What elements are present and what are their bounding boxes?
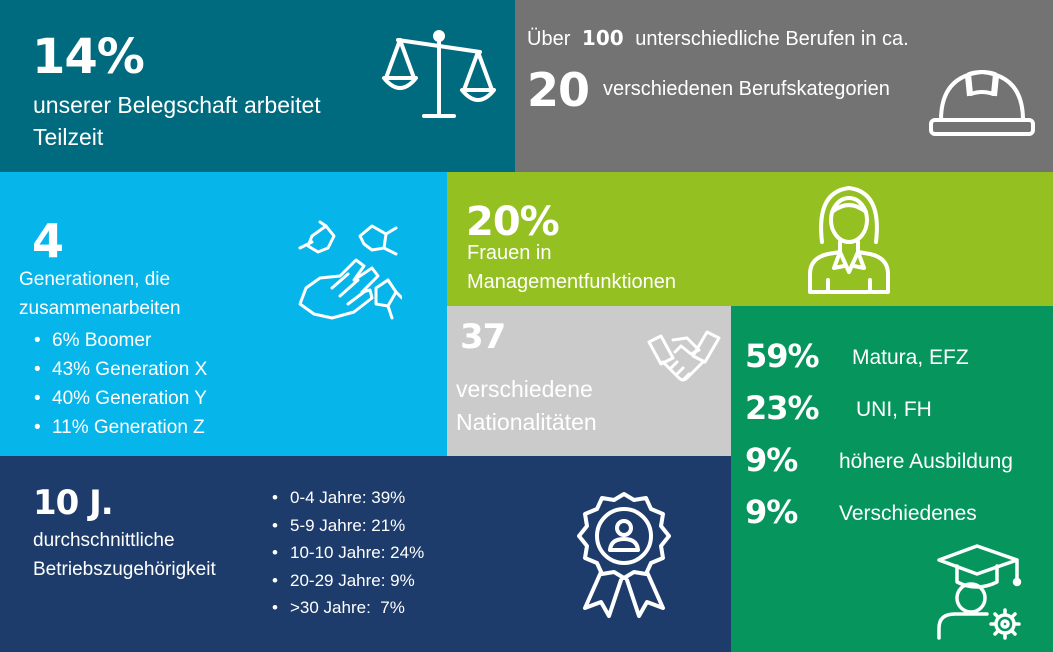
generations-label-line1: Generationen, die (19, 269, 171, 290)
list-item: 40% Generation Y (30, 384, 207, 413)
education-label: Verschiedenes (839, 502, 977, 525)
generations-tile: 4 Generationen, die zusammenarbeiten 6% … (0, 172, 447, 456)
joined-hands-icon (298, 220, 402, 320)
list-item: 11% Generation Z (30, 413, 207, 442)
parttime-tile: 14% unserer Belegschaft arbeitet Teilzei… (0, 0, 515, 172)
parttime-percent: 14% (32, 29, 145, 85)
businesswoman-icon (808, 186, 890, 294)
education-label: Matura, EFZ (852, 346, 969, 369)
professions-line: Über 100 unterschiedliche Berufen in ca. (527, 24, 909, 54)
list-item: 6% Boomer (30, 326, 207, 355)
parttime-line1: unserer Belegschaft arbeitet (33, 92, 321, 118)
professions-suffix: unterschiedliche Berufen in ca. (635, 28, 909, 50)
categories-count: 20 (527, 63, 590, 117)
professions-prefix: Über (527, 28, 571, 50)
list-item: 43% Generation X (30, 355, 207, 384)
women-tile: 20% Frauen in Managementfunktionen (447, 172, 1053, 306)
tenure-line1: durchschnittliche (33, 530, 175, 551)
handshake-icon (647, 330, 721, 382)
list-item: 5-9 Jahre: 21% (268, 512, 424, 540)
education-label: höhere Ausbildung (839, 450, 1013, 473)
list-item: 10-10 Jahre: 24% (268, 539, 424, 567)
graduate-icon (937, 544, 1022, 640)
generations-list: 6% Boomer 43% Generation X 40% Generatio… (30, 326, 207, 442)
women-line2: Managementfunktionen (467, 271, 677, 293)
education-percent: 9% (745, 493, 798, 531)
generations-label-line2: zusammenarbeiten (19, 298, 181, 319)
education-percent: 9% (745, 441, 798, 479)
professions-count: 100 (581, 26, 624, 50)
women-line1: Frauen in (467, 242, 552, 264)
list-item: 20-29 Jahre: 9% (268, 567, 424, 595)
women-percent: 20% (466, 199, 560, 245)
list-item: 0-4 Jahre: 39% (268, 484, 424, 512)
hard-hat-icon (929, 70, 1035, 136)
professions-tile: Über 100 unterschiedliche Berufen in ca.… (515, 0, 1053, 172)
education-tile: 59% Matura, EFZ 23% UNI, FH 9% höhere Au… (731, 306, 1053, 652)
list-item: >30 Jahre: 7% (268, 594, 424, 622)
education-percent: 59% (745, 337, 820, 375)
nationalities-line2: Nationalitäten (456, 409, 597, 435)
tenure-value: 10 J. (33, 483, 114, 523)
balance-scale-icon (382, 30, 496, 118)
tenure-line2: Betriebszugehörigkeit (33, 559, 216, 580)
categories-label: verschiedenen Berufskategorien (603, 78, 890, 100)
award-badge-icon (577, 492, 671, 618)
tenure-tile: 10 J. durchschnittliche Betriebszugehöri… (0, 456, 731, 652)
nationalities-count: 37 (460, 317, 506, 357)
education-label: UNI, FH (856, 398, 932, 421)
nationalities-line1: verschiedene (456, 376, 593, 402)
generations-count: 4 (32, 214, 64, 268)
tenure-list: 0-4 Jahre: 39% 5-9 Jahre: 21% 10-10 Jahr… (268, 484, 424, 622)
parttime-line2: Teilzeit (33, 124, 104, 150)
nationalities-tile: 37 verschiedene Nationalitäten (447, 306, 731, 456)
education-percent: 23% (745, 389, 820, 427)
